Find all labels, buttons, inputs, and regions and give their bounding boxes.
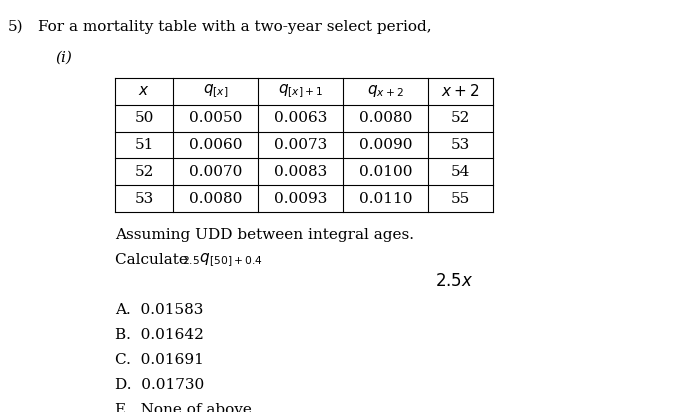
Text: 0.0080: 0.0080 [359,111,412,125]
Text: $2.5x$: $2.5x$ [435,273,473,290]
Text: 0.0083: 0.0083 [274,165,327,179]
Text: $x$: $x$ [138,84,150,98]
Text: 0.0090: 0.0090 [358,138,412,152]
Text: 52: 52 [451,111,470,125]
Text: $q_{[x]+1}$: $q_{[x]+1}$ [278,82,323,100]
Text: For a mortality table with a two-year select period,: For a mortality table with a two-year se… [38,20,432,34]
Text: 54: 54 [451,165,470,179]
Text: 0.0060: 0.0060 [189,138,242,152]
Text: 0.0050: 0.0050 [189,111,242,125]
Text: C.  0.01691: C. 0.01691 [115,353,204,367]
Text: Calculate: Calculate [115,253,197,267]
Text: 0.0073: 0.0073 [274,138,327,152]
Text: 0.0100: 0.0100 [358,165,412,179]
Text: 0.0093: 0.0093 [274,192,327,206]
Text: 0.0110: 0.0110 [358,192,412,206]
Text: $_{2.5}q_{[50]+0.4}$: $_{2.5}q_{[50]+0.4}$ [182,251,262,269]
Text: (i): (i) [55,51,72,65]
Text: 52: 52 [134,165,154,179]
Text: 51: 51 [134,138,154,152]
Text: $x+2$: $x+2$ [442,83,480,99]
Text: 55: 55 [451,192,470,206]
Text: E.  None of above.: E. None of above. [115,403,257,412]
Text: 0.0063: 0.0063 [274,111,327,125]
Text: $q_{x+2}$: $q_{x+2}$ [367,83,404,99]
Text: 53: 53 [134,192,153,206]
Text: 50: 50 [134,111,154,125]
Text: D.  0.01730: D. 0.01730 [115,378,204,392]
Text: $q_{[x]}$: $q_{[x]}$ [203,82,228,100]
Text: A.  0.01583: A. 0.01583 [115,302,204,316]
Text: Assuming UDD between integral ages.: Assuming UDD between integral ages. [115,228,414,242]
Text: 0.0070: 0.0070 [189,165,242,179]
Text: 53: 53 [451,138,470,152]
Text: B.  0.01642: B. 0.01642 [115,328,204,342]
Text: 5): 5) [8,20,24,34]
Text: 0.0080: 0.0080 [189,192,242,206]
